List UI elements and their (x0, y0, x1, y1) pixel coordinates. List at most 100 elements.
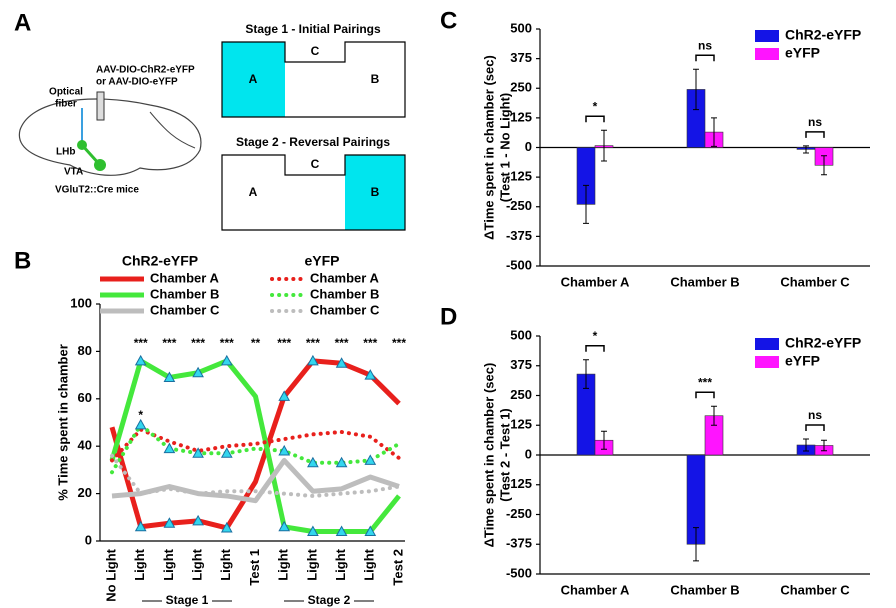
y-axis-label: (Test 1 - No Light) (497, 93, 512, 203)
marker (134, 520, 147, 532)
y-tick-label: 40 (78, 438, 92, 453)
marker (192, 447, 204, 458)
series-line (110, 453, 401, 498)
injection-label: or AAV-DIO-eYFP (96, 77, 178, 88)
y-tick-label: 100 (70, 295, 92, 310)
y-tick-label: -500 (506, 565, 532, 580)
legend-label: ChR2-eYFP (785, 335, 861, 351)
error-bar (821, 155, 827, 176)
significance: ns (698, 38, 712, 52)
marker (220, 354, 233, 366)
marker (134, 418, 147, 430)
x-tick-label: Chamber B (670, 274, 739, 289)
significance: *** (698, 375, 712, 389)
fiber-label: fiber (55, 99, 77, 110)
x-tick-label: Light (132, 548, 147, 580)
stage-title: Stage 2 - Reversal Pairings (236, 135, 390, 149)
chamber-label: C (311, 44, 320, 58)
mice-label: VGluT2::Cre mice (55, 185, 139, 196)
marker (278, 520, 291, 532)
panel-label: C (440, 7, 457, 34)
lhb-site (77, 140, 87, 150)
chamber-label: A (249, 185, 258, 199)
x-tick-label: Light (304, 548, 319, 580)
error-bar (601, 129, 607, 162)
vta-site (94, 159, 106, 171)
y-tick-label: -125 (506, 476, 532, 491)
lhb-label: LHb (56, 147, 75, 158)
error-bar (803, 438, 809, 452)
error-bar (821, 439, 827, 452)
stage-label: Stage 2 (308, 593, 351, 607)
x-tick-label: Light (161, 548, 176, 580)
significance: *** (220, 336, 234, 350)
marker (278, 390, 291, 401)
y-tick-label: 0 (525, 139, 532, 154)
marker (163, 442, 176, 454)
marker (335, 525, 348, 537)
significance: *** (162, 336, 176, 350)
y-tick-label: 375 (510, 357, 532, 372)
y-tick-label: 375 (510, 50, 532, 65)
stage-label: Stage 1 (166, 593, 209, 607)
significance-bracket (585, 345, 605, 352)
error-bar (583, 184, 589, 224)
significance: * (593, 329, 598, 343)
marker (335, 357, 348, 368)
x-tick-label: Chamber A (561, 582, 630, 597)
x-tick-label: Light (362, 548, 377, 580)
y-tick-label: 250 (510, 80, 532, 95)
y-tick-label: -375 (506, 536, 532, 551)
marker (163, 517, 176, 528)
series-line (110, 427, 401, 463)
marker (307, 525, 319, 537)
panel-label: B (14, 247, 31, 274)
legend-label: Chamber C (150, 302, 220, 317)
marker (192, 366, 204, 378)
y-tick-label: 0 (85, 532, 92, 547)
marker (307, 456, 319, 468)
significance-bracket (585, 115, 605, 123)
significance: *** (191, 336, 205, 350)
legend-title: eYFP (304, 253, 339, 269)
y-axis-label: ΔTime spent in chamber (sec) (481, 55, 496, 240)
y-tick-label: 125 (510, 417, 532, 432)
cerebellum-line (149, 111, 196, 149)
error-bar (693, 527, 699, 562)
significance-bracket (695, 391, 715, 399)
fiber-label: Optical (49, 87, 83, 98)
legend-label: eYFP (785, 353, 820, 369)
legend-label: Chamber C (310, 302, 380, 317)
legend-label: Chamber B (150, 286, 219, 301)
error-bar (711, 117, 717, 147)
marker (307, 354, 319, 366)
marker (364, 525, 377, 537)
error-bar (601, 430, 607, 450)
significance: * (593, 99, 598, 113)
vta-label: VTA (64, 167, 83, 178)
y-tick-label: 125 (510, 109, 532, 124)
x-tick-label: Chamber B (670, 582, 739, 597)
panel-label: D (440, 303, 457, 330)
x-tick-label: Light (333, 548, 348, 580)
significance: *** (392, 336, 406, 350)
significance: ** (251, 336, 261, 350)
legend-swatch (755, 48, 779, 60)
y-tick-label: -500 (506, 257, 532, 272)
significance-bracket (695, 54, 715, 62)
legend-title: ChR2-eYFP (122, 253, 198, 269)
series-line (109, 358, 401, 531)
y-tick-label: -125 (506, 169, 532, 184)
marker (192, 514, 204, 526)
y-axis-label: ΔTime spent in chamber (sec) (481, 363, 496, 548)
x-tick-label: Light (190, 548, 205, 580)
significance-bracket (805, 424, 825, 432)
marker (364, 369, 377, 380)
marker (163, 371, 176, 382)
x-tick-label: Light (218, 548, 233, 580)
y-tick-label: -250 (506, 198, 532, 213)
significance: * (138, 408, 143, 422)
marker (335, 456, 348, 468)
x-tick-label: Chamber C (780, 274, 850, 289)
